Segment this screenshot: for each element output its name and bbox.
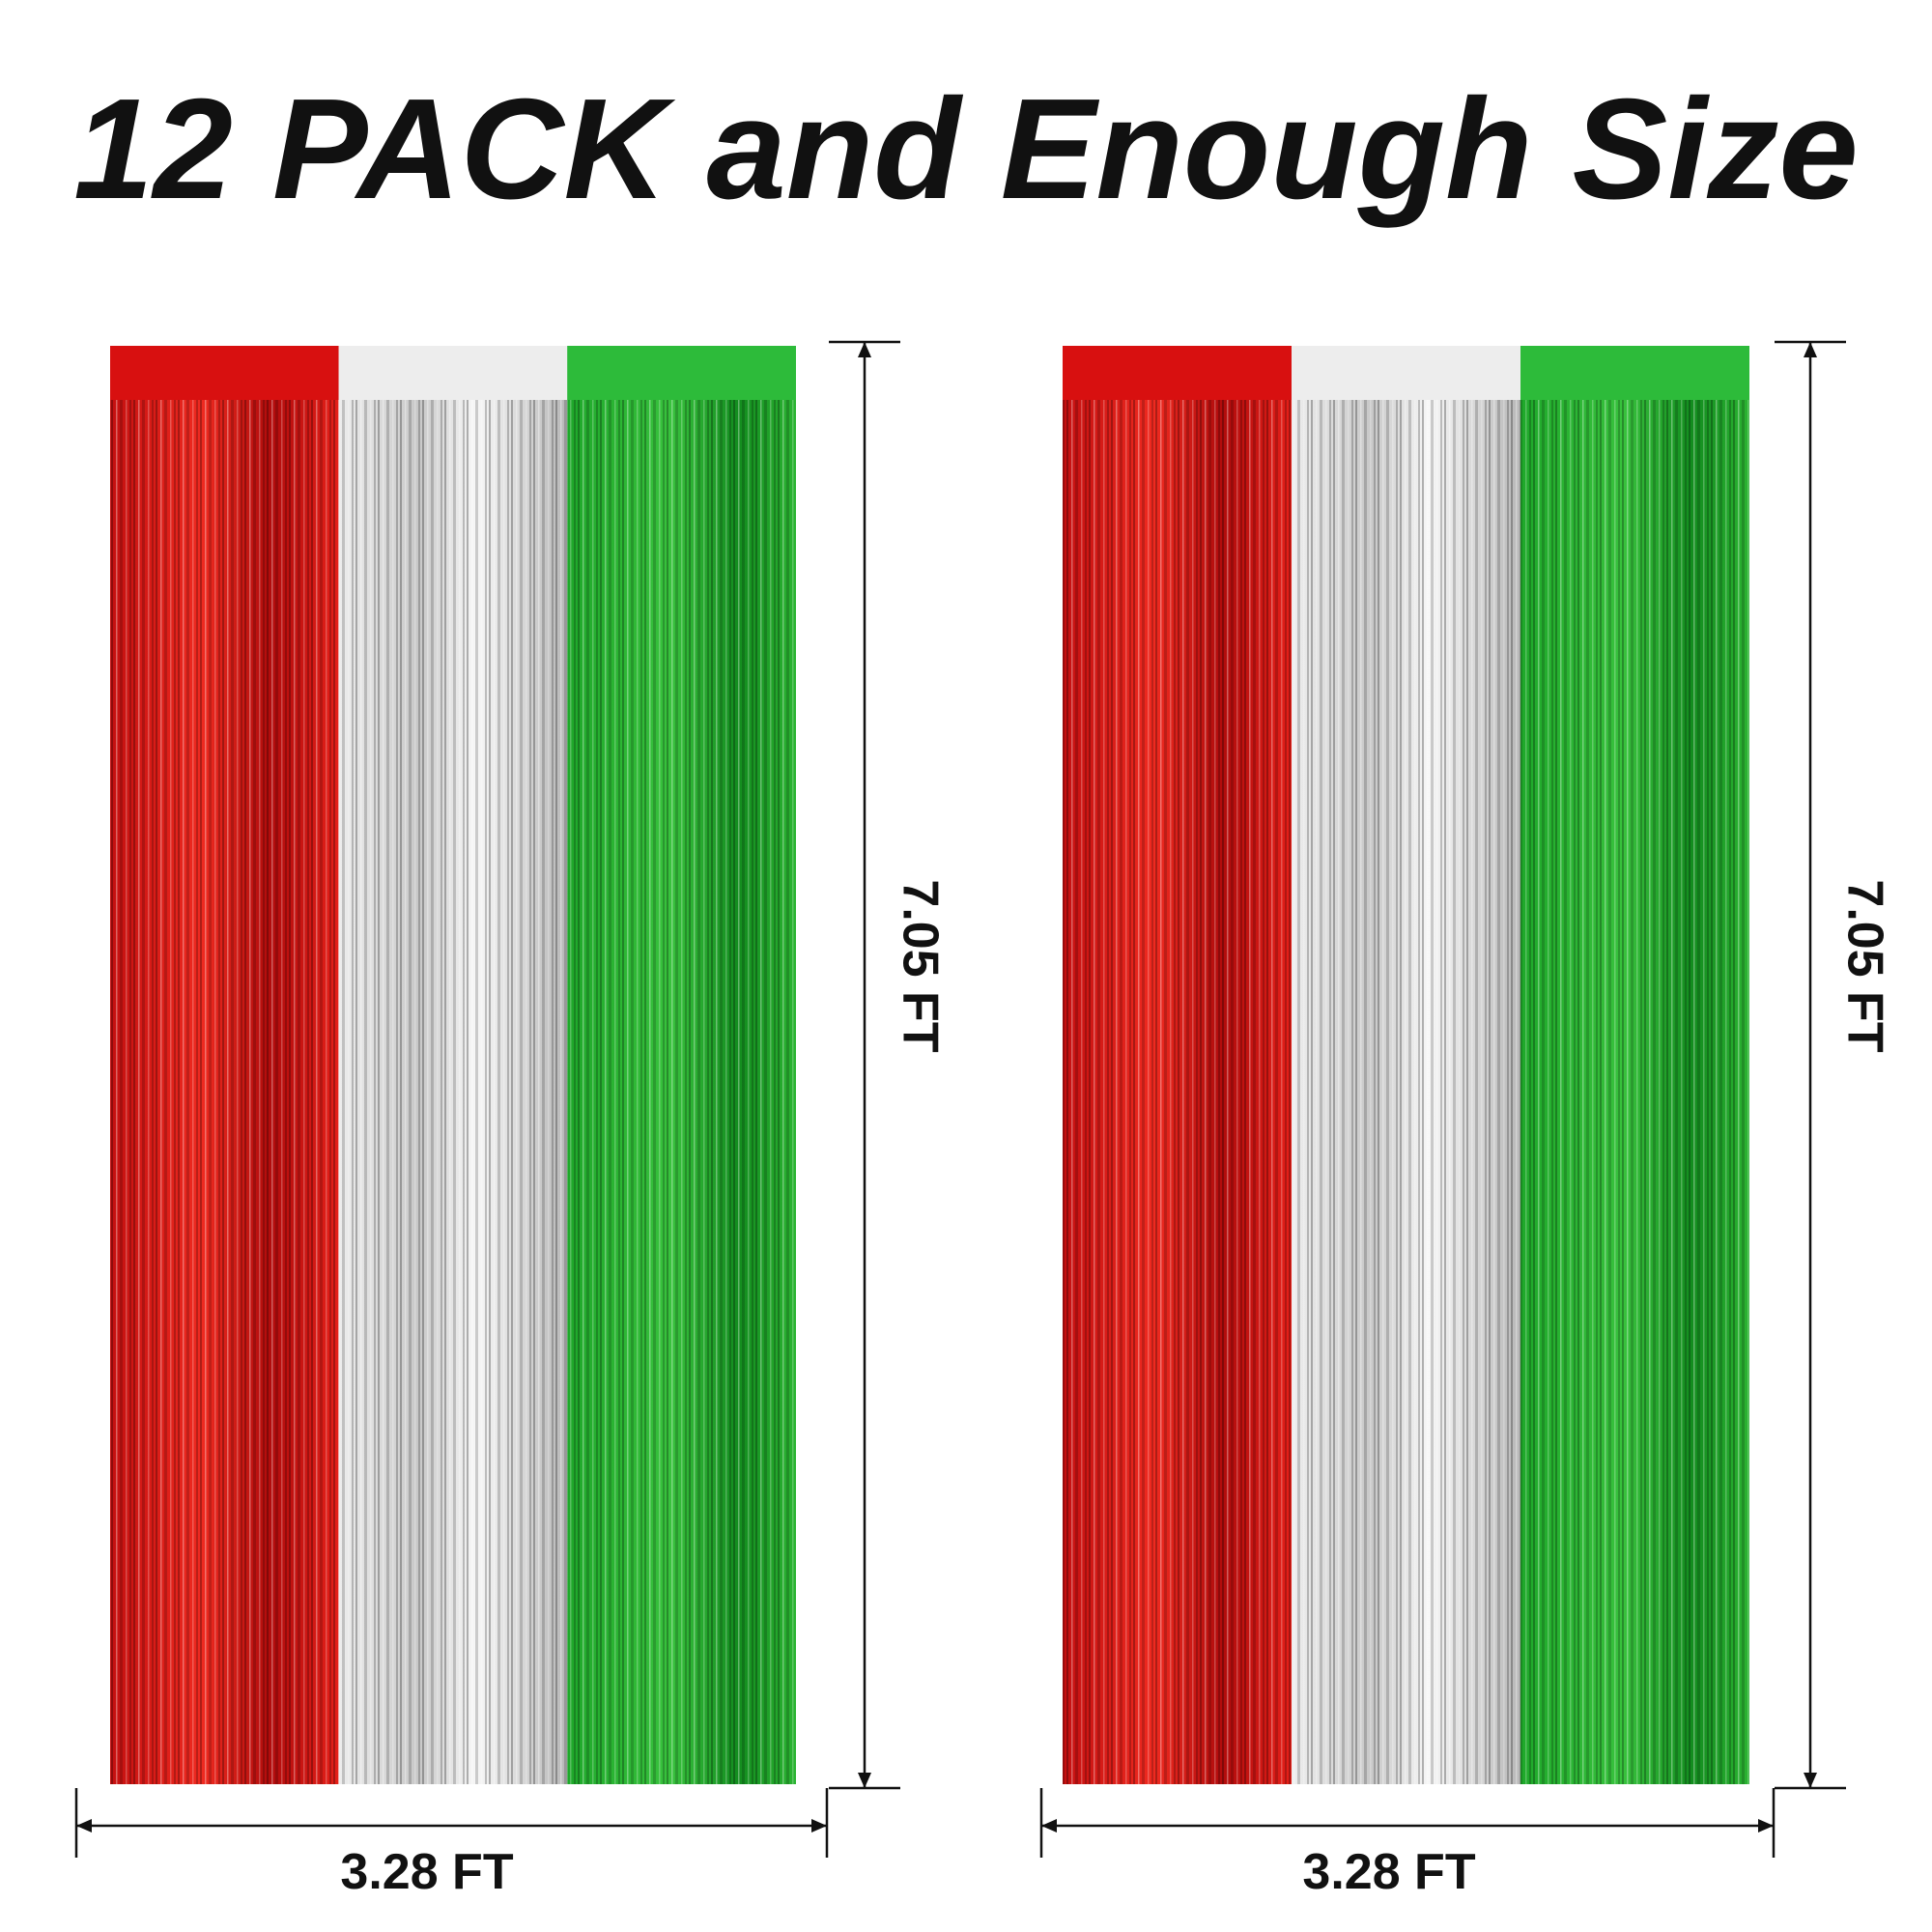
tinsel-strands <box>1063 400 1292 1784</box>
width-label: 3.28 FT <box>1302 1844 1475 1900</box>
arrow-head <box>1758 1819 1774 1833</box>
tinsel-strands <box>1520 400 1749 1784</box>
arrow-head <box>1804 1773 1817 1788</box>
height-label: 7.05 FT <box>1836 879 1892 1052</box>
header-band <box>110 346 339 400</box>
arrow-head <box>1041 1819 1057 1833</box>
curtains: 7.05 FT 3.28 FT 7.05 FT 3.28 FT <box>74 340 1892 1900</box>
arrow-head <box>1804 342 1817 357</box>
curtain: 7.05 FT 3.28 FT <box>1039 340 1892 1900</box>
tinsel-strands <box>338 400 568 1784</box>
width-label: 3.28 FT <box>340 1844 513 1900</box>
header-band <box>567 346 796 400</box>
arrow-head <box>858 342 871 357</box>
header-band <box>338 346 568 400</box>
arrow-head <box>76 1819 92 1833</box>
arrow-head <box>811 1819 827 1833</box>
curtain: 7.05 FT 3.28 FT <box>74 340 948 1900</box>
tinsel-strands <box>110 400 339 1784</box>
header-band <box>1063 346 1292 400</box>
tinsel-strands <box>567 400 796 1784</box>
title: 12 PACK and Enough Size <box>73 70 1858 229</box>
height-label: 7.05 FT <box>892 879 948 1052</box>
tinsel-strands <box>1292 400 1520 1784</box>
header-band <box>1292 346 1520 400</box>
header-band <box>1520 346 1749 400</box>
arrow-head <box>858 1773 871 1788</box>
